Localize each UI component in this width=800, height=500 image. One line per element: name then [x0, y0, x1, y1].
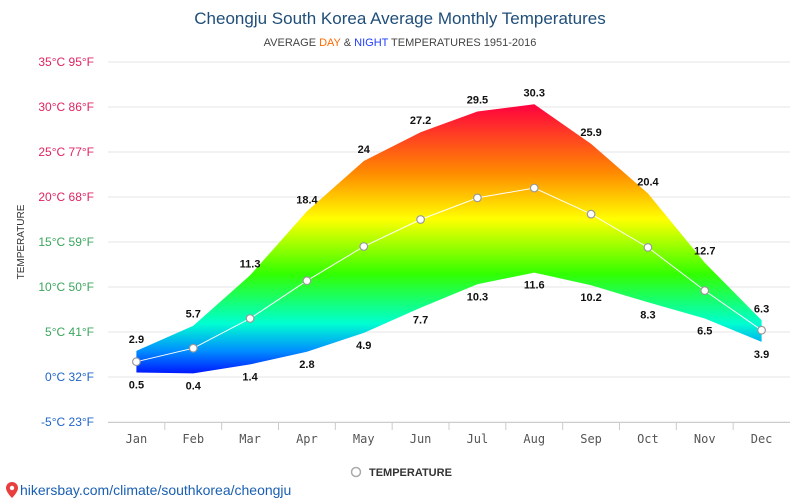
x-tick-label: Nov [694, 432, 716, 446]
night-value-label: 1.4 [242, 371, 258, 383]
x-tick-label: Jan [126, 432, 148, 446]
day-value-label: 20.4 [637, 176, 659, 188]
day-night-band [136, 104, 762, 374]
x-tick-label: Mar [239, 432, 261, 446]
map-pin-icon-dot [9, 485, 15, 491]
night-value-label: 0.5 [129, 380, 144, 392]
night-value-label: 10.3 [467, 291, 488, 303]
subtitle-night: NIGHT [354, 37, 389, 49]
night-value-label: 0.4 [186, 380, 202, 392]
night-value-label: 7.7 [413, 315, 428, 327]
average-point [302, 276, 312, 286]
night-value-label: 3.9 [754, 349, 769, 361]
average-point [359, 242, 369, 251]
night-value-label: 10.2 [580, 292, 601, 304]
y-tick-label: -5°C 23°F [41, 415, 94, 429]
y-tick-label: 5°C 41°F [45, 325, 94, 339]
x-tick-label: Sep [580, 432, 602, 446]
day-value-label: 29.5 [467, 95, 488, 107]
average-temperature-markers [132, 183, 766, 367]
average-point [586, 209, 596, 219]
average-point [473, 193, 482, 203]
subtitle-suffix: TEMPERATURES 1951-2016 [388, 37, 536, 49]
x-tick-label: Oct [637, 432, 659, 446]
source-link[interactable]: hikersbay.com/climate/southkorea/cheongj… [6, 482, 291, 498]
average-point [757, 325, 766, 335]
night-value-label: 11.6 [524, 280, 545, 292]
chart-subtitle: AVERAGE DAY & NIGHT TEMPERATURES 1951-20… [264, 37, 537, 49]
day-value-label: 18.4 [296, 194, 318, 206]
x-tick-label: Apr [296, 432, 318, 446]
subtitle-day: DAY [319, 37, 341, 49]
x-tick-label: Dec [751, 432, 773, 446]
subtitle-prefix: AVERAGE [264, 37, 319, 49]
average-temperature-line [136, 187, 762, 363]
x-tick-label: Jul [467, 432, 489, 446]
y-tick-label: 0°C 32°F [45, 370, 94, 384]
day-value-label: 2.9 [129, 334, 144, 346]
average-point [245, 314, 255, 323]
day-value-label: 30.3 [524, 87, 545, 99]
y-axis-ticks: 35°C 95°F 30°C 86°F 25°C 77°F 20°C 68°F 15°C… [38, 55, 94, 429]
average-point [132, 357, 141, 367]
day-value-label: 5.7 [186, 309, 201, 321]
day-value-label: 11.3 [240, 258, 261, 270]
night-value-labels: 0.5 0.4 1.4 2.8 4.9 7.7 10.3 11.6 10.2 8.3 6.5 3.9 [129, 280, 769, 393]
y-tick-label: 15°C 59°F [38, 235, 94, 249]
legend-marker-icon [350, 466, 362, 478]
average-point [643, 242, 653, 252]
average-point [188, 343, 198, 353]
night-value-label: 8.3 [640, 309, 655, 321]
chart-title: Cheongju South Korea Average Monthly Tem… [194, 9, 605, 28]
night-value-label: 6.5 [697, 326, 712, 338]
legend-label: TEMPERATURE [369, 467, 452, 479]
night-value-label: 4.9 [356, 340, 371, 352]
night-value-label: 2.8 [299, 359, 314, 371]
x-tick-label: Aug [523, 432, 545, 446]
average-point [416, 215, 425, 224]
y-tick-label: 30°C 86°F [38, 100, 94, 114]
day-value-label: 27.2 [410, 115, 431, 127]
x-tick-label: Jun [410, 432, 432, 446]
x-axis-ticks: Jan Feb Mar Apr May Jun Jul Aug Sep Oct Nov Dec [126, 422, 773, 446]
y-axis-label: TEMPERATURE [16, 204, 27, 279]
x-tick-label: May [353, 432, 375, 446]
subtitle-amp: & [341, 37, 354, 49]
y-tick-label: 35°C 95°F [38, 55, 94, 69]
day-value-label: 12.7 [694, 246, 715, 258]
average-point [700, 286, 710, 296]
day-value-labels: 2.9 5.7 11.3 18.4 24 27.2 29.5 30.3 25.9 20.4 12.7… [129, 87, 769, 346]
average-point [529, 183, 539, 193]
source-text: hikersbay.com/climate/southkorea/cheongj… [20, 482, 291, 498]
y-tick-label: 25°C 77°F [38, 145, 94, 159]
day-value-label: 25.9 [580, 127, 601, 139]
x-tick-label: Feb [182, 432, 204, 446]
y-tick-label: 20°C 68°F [38, 190, 94, 204]
day-value-label: 6.3 [754, 303, 769, 315]
y-tick-label: 10°C 50°F [38, 280, 94, 294]
day-value-label: 24 [358, 144, 371, 156]
legend[interactable]: TEMPERATURE [350, 466, 452, 479]
